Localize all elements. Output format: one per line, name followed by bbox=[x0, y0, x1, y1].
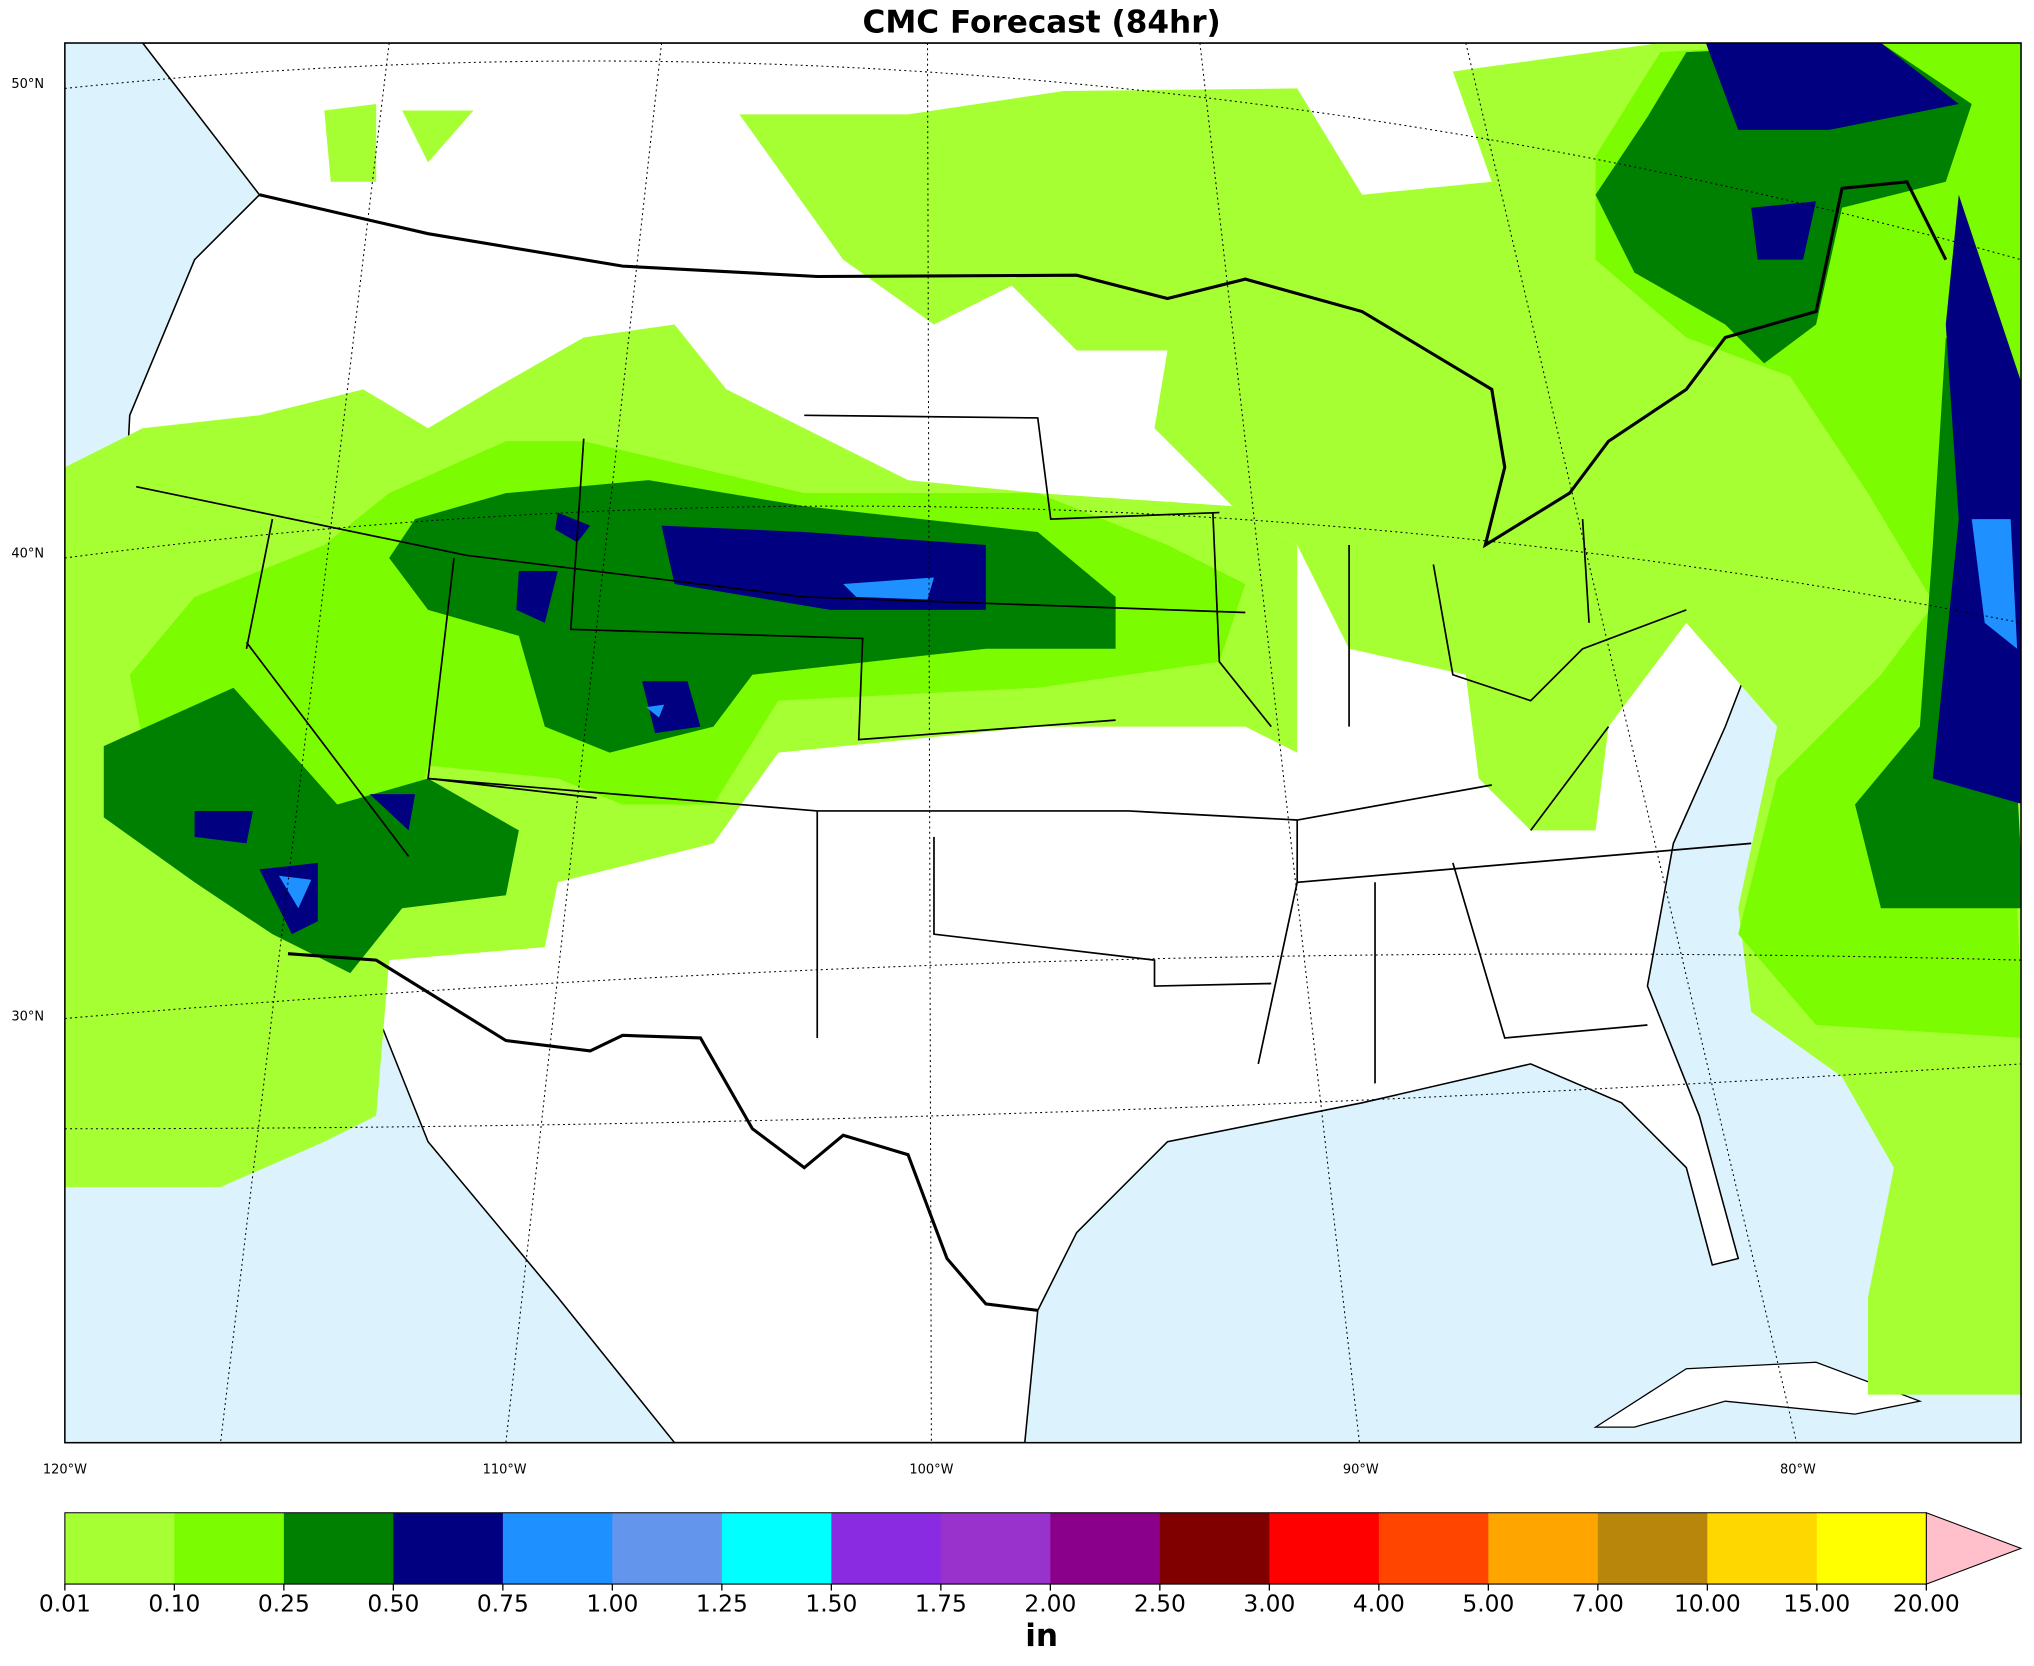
colorbar-unit: in bbox=[1025, 1618, 1058, 1654]
cuba bbox=[1593, 1361, 1923, 1428]
colorbar-tick-label: 1.00 bbox=[586, 1589, 638, 1617]
colorbar-segment bbox=[64, 1512, 176, 1585]
graticule bbox=[64, 43, 2022, 1443]
colorbar-segment bbox=[393, 1512, 504, 1585]
colorbar-extend bbox=[1925, 1511, 2023, 1585]
lat-label: 50°N bbox=[11, 77, 44, 92]
border bbox=[259, 180, 1948, 549]
colorbar-tick-label: 10.00 bbox=[1674, 1589, 1741, 1617]
colorbar-tick-label: 7.00 bbox=[1572, 1589, 1624, 1617]
precip-area bbox=[1705, 43, 2022, 804]
colorbar-tick-label: 2.00 bbox=[1024, 1589, 1076, 1617]
title: CMC Forecast (84hr) bbox=[862, 5, 1220, 41]
colorbar-segment bbox=[831, 1512, 942, 1585]
colorbar-segment bbox=[1378, 1512, 1489, 1585]
colorbar-tick-label: 3.00 bbox=[1243, 1589, 1295, 1617]
colorbar-tick-label: 1.25 bbox=[696, 1589, 748, 1617]
map-frame bbox=[64, 42, 2022, 1444]
colorbar-segment bbox=[1050, 1512, 1161, 1585]
colorbar-segment bbox=[612, 1512, 723, 1585]
colorbar-segment bbox=[1597, 1512, 1708, 1585]
colorbar-tick-label: 0.25 bbox=[258, 1589, 310, 1617]
border bbox=[287, 952, 1038, 1312]
colorbar-segment bbox=[1159, 1512, 1270, 1585]
colorbar-tick-label: 5.00 bbox=[1462, 1589, 1514, 1617]
colorbar-tick-label: 2.50 bbox=[1134, 1589, 1186, 1617]
colorbar-tick-label: 0.75 bbox=[477, 1589, 529, 1617]
lon-label: 80°W bbox=[1780, 1462, 1816, 1477]
colorbar-segment bbox=[940, 1512, 1051, 1585]
colorbar-segment bbox=[1269, 1512, 1380, 1585]
precip-area bbox=[1595, 43, 2022, 909]
colorbar-tick-label: 0.10 bbox=[148, 1589, 200, 1617]
colorbar-tick-label: 15.00 bbox=[1783, 1589, 1850, 1617]
colorbar-tick-label: 0.01 bbox=[39, 1589, 91, 1617]
colorbar-frame bbox=[64, 1512, 1927, 1585]
map bbox=[64, 43, 2022, 1443]
precip-area bbox=[324, 103, 474, 182]
colorbar-tick-label: 0.50 bbox=[367, 1589, 419, 1617]
precip-area bbox=[739, 43, 2022, 1395]
lon-label: 90°W bbox=[1343, 1462, 1379, 1477]
lon-label: 100°W bbox=[909, 1462, 953, 1477]
lat-label: 40°N bbox=[11, 547, 44, 562]
colorbar-segment bbox=[1816, 1512, 1927, 1585]
colorbar-tick-label: 1.75 bbox=[915, 1589, 967, 1617]
colorbar-tick-label: 20.00 bbox=[1893, 1589, 1960, 1617]
precip-area bbox=[194, 512, 986, 935]
border bbox=[136, 414, 1752, 1084]
lat-label: 30°N bbox=[11, 1010, 44, 1025]
colorbar-segment bbox=[1707, 1512, 1818, 1585]
lon-label: 120°W bbox=[43, 1462, 87, 1477]
colorbar-segment bbox=[174, 1512, 285, 1585]
colorbar-segment bbox=[283, 1512, 395, 1585]
colorbar-segment bbox=[1488, 1512, 1599, 1585]
colorbar-segment bbox=[721, 1512, 832, 1585]
colorbar-tick-label: 1.50 bbox=[805, 1589, 857, 1617]
colorbar-tick-label: 4.00 bbox=[1353, 1589, 1405, 1617]
lon-label: 110°W bbox=[483, 1462, 527, 1477]
colorbar-segment bbox=[502, 1512, 614, 1585]
